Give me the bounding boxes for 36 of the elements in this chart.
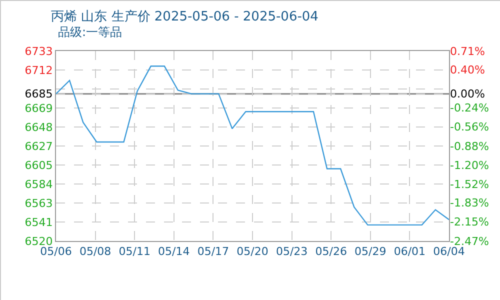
y2-tick-label: 0.00% <box>450 87 485 100</box>
y-tick-label: 6605 <box>24 158 53 172</box>
x-tick-label: 05/17 <box>197 245 230 258</box>
x-tick-label: 05/14 <box>158 245 190 258</box>
y2-tick-label: -0.56% <box>450 120 489 134</box>
y2-tick-label: 0.40% <box>450 63 485 76</box>
x-tick-label: 05/08 <box>79 245 112 258</box>
y-tick-label: 6733 <box>24 44 53 58</box>
x-tick-label: 05/11 <box>118 245 150 258</box>
chart-title: 丙烯 山东 生产价 2025-05-06 - 2025-06-04 <box>51 10 318 25</box>
y2-tick-label: -2.15% <box>450 216 489 229</box>
y-tick-label: 6584 <box>24 178 53 191</box>
y2-tick-label: -2.47% <box>450 234 489 248</box>
chart-subtitle: 品级:一等品 <box>58 25 122 39</box>
x-tick-label: 05/29 <box>354 245 386 258</box>
y2-tick-label: -0.24% <box>450 102 489 115</box>
y2-tick-label: -0.88% <box>450 140 489 153</box>
y2-tick-label: 0.71% <box>450 44 485 58</box>
y-tick-label: 6627 <box>24 140 53 153</box>
y-tick-label: 6563 <box>24 196 53 210</box>
x-tick-label: 06/01 <box>394 245 426 258</box>
y-tick-label: 6648 <box>24 120 53 134</box>
x-tick-label: 05/20 <box>236 245 268 258</box>
y2-tick-label: -1.20% <box>450 158 489 172</box>
y-tick-label: 6669 <box>24 102 53 115</box>
y2-tick-label: -1.52% <box>450 178 489 192</box>
y-tick-label: 6520 <box>24 234 53 248</box>
x-tick-label: 06/04 <box>433 245 465 258</box>
x-tick-label: 05/26 <box>315 245 347 258</box>
y-tick-label: 6685 <box>24 88 53 101</box>
y-tick-label: 6712 <box>24 64 53 77</box>
line-series <box>56 66 449 226</box>
y-tick-label: 6541 <box>24 216 53 229</box>
y2-tick-label: -1.83% <box>450 196 489 210</box>
x-tick-label: 05/23 <box>276 245 308 258</box>
x-tick-label: 05/06 <box>40 245 72 258</box>
